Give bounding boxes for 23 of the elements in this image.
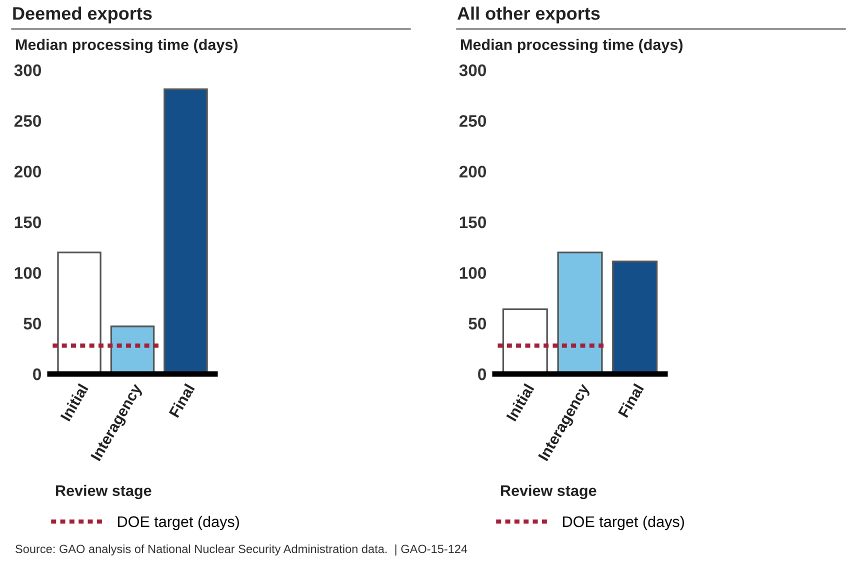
- y-tick-label: 100: [14, 267, 41, 279]
- legend-label: DOE target (days): [118, 516, 239, 530]
- y-tick-label: 300: [14, 64, 41, 76]
- legend-label: DOE target (days): [563, 516, 684, 530]
- chart-title: All other exports: [457, 6, 600, 24]
- x-axis-title: Review stage: [501, 484, 596, 500]
- y-tick-label: 100: [460, 267, 486, 279]
- x-axis-title: Review stage: [56, 484, 152, 500]
- y-tick-label: 0: [478, 368, 486, 380]
- y-tick-label: 250: [459, 115, 486, 127]
- y-tick-label: 50: [468, 318, 486, 330]
- y-tick-label: 0: [33, 368, 41, 380]
- source-note: Source: GAO analysis of National Nuclear Security Administration data. | GAO-15-124: [16, 544, 468, 556]
- y-axis-title: Median processing time (days): [16, 38, 238, 54]
- y-tick-label: 250: [14, 115, 41, 127]
- chart-title: Deemed exports: [13, 6, 152, 24]
- y-axis-title: Median processing time (days): [461, 38, 683, 54]
- y-tick-label: 150: [14, 216, 41, 228]
- y-tick-label: 200: [14, 166, 41, 178]
- y-tick-label: 200: [459, 166, 486, 178]
- y-tick-label: 50: [24, 318, 41, 330]
- y-tick-label: 150: [460, 216, 486, 228]
- y-tick-label: 300: [459, 64, 486, 76]
